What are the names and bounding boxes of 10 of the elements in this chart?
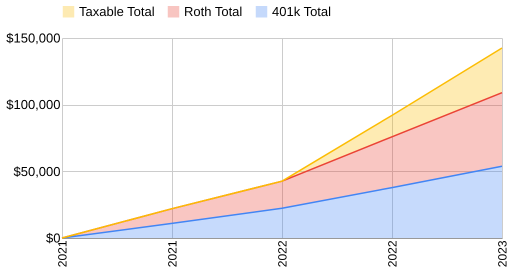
x-tick-label: 2022 — [276, 240, 290, 268]
legend-label: 401k Total — [272, 4, 332, 19]
y-tick-label: $50,000 — [14, 164, 60, 179]
x-tick-label: 2023 — [496, 240, 510, 268]
legend-label: Taxable Total — [79, 4, 155, 19]
legend-label: Roth Total — [184, 4, 242, 19]
x-tick-label: 2021 — [166, 240, 180, 268]
y-tick-label: $100,000 — [6, 97, 60, 112]
x-tick-label: 2022 — [386, 240, 400, 268]
y-tick-label: $150,000 — [6, 30, 60, 46]
